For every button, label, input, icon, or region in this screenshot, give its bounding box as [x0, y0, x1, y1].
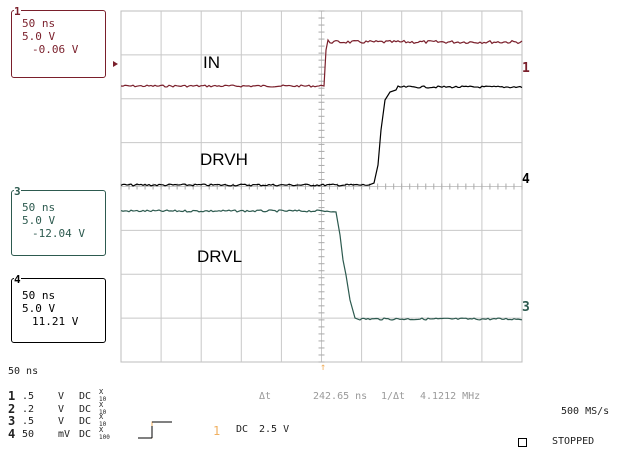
channel-row-unit: V: [58, 416, 65, 427]
trigger-level-arrow-icon[interactable]: [113, 61, 118, 67]
ch3-volts-per-div: 5.0 V: [22, 214, 56, 227]
channel-row-number: 1: [8, 389, 16, 403]
channel-row-number: 3: [8, 414, 16, 428]
ch4-volts-per-div: 5.0 V: [22, 302, 56, 315]
channel-row-coupling: DC: [79, 416, 92, 427]
channel-row-probe-x: X: [99, 388, 104, 396]
delta-t-value: 242.65 ns: [313, 391, 368, 402]
trace-ch1-in: [120, 38, 523, 88]
ch1-box-number: 1: [14, 5, 21, 18]
ch1-volts-per-div: 5.0 V: [22, 30, 56, 43]
sample-rate: 500 MS/s: [561, 406, 610, 417]
ch4-box-number: 4: [14, 273, 21, 286]
trigger-level: 2.5 V: [259, 424, 290, 435]
delta-t-label: Δt: [259, 391, 272, 402]
channel-row-probe-factor: 10: [99, 421, 107, 428]
freq-label: 1/Δt: [381, 391, 406, 402]
channel-row-unit: mV: [58, 429, 71, 440]
trigger-channel: 1: [213, 424, 221, 438]
channel-row-unit: V: [58, 391, 65, 402]
channel-row-volts: 50: [22, 429, 35, 440]
channel-row-probe-x: X: [99, 413, 104, 421]
trace-ch4-drvh: [120, 85, 523, 187]
acquisition-status-icon: [518, 438, 527, 447]
channel-row-number: 2: [8, 402, 16, 416]
channel-row-probe-factor: 10: [99, 396, 107, 403]
trace-label-drvl: DRVL: [197, 247, 243, 266]
graticule-grid: [120, 10, 523, 363]
ch3-box-number: 3: [14, 185, 21, 198]
channel-row-coupling: DC: [79, 429, 92, 440]
ch3-info-box[interactable]: 3 50 ns 5.0 V -12.04 V: [11, 185, 106, 256]
ch1-timebase: 50 ns: [22, 17, 56, 30]
channel-row-number: 4: [8, 427, 16, 441]
channel-row-volts: .2: [22, 404, 35, 415]
channel-row-probe-x: X: [99, 426, 104, 434]
channel-row-probe-factor: 100: [99, 434, 110, 441]
trace-label-in: IN: [203, 53, 220, 72]
trace-ch3-drvl: [120, 209, 523, 321]
waveform-traces: [120, 38, 523, 321]
acquisition-status: STOPPED: [552, 436, 595, 447]
ch3-timebase: 50 ns: [22, 201, 56, 214]
channel-row-volts: .5: [22, 391, 35, 402]
timebase-readout: 50 ns: [8, 366, 39, 377]
ch4-right-marker: 4: [522, 172, 530, 187]
channel-row-coupling: DC: [79, 391, 92, 402]
ch3-offset: -12.04 V: [32, 227, 85, 240]
ch4-info-box[interactable]: 4 50 ns 5.0 V 11.21 V: [11, 273, 106, 343]
ch1-info-box[interactable]: 1 50 ns 5.0 V -0.06 V: [11, 5, 106, 78]
channel-row-probe-x: X: [99, 401, 104, 409]
trigger-coupling: DC: [236, 424, 249, 435]
channel-row-unit: V: [58, 404, 65, 415]
channel-row-probe-factor: 10: [99, 409, 107, 416]
trace-label-drvh: DRVH: [200, 150, 248, 169]
ch4-timebase: 50 ns: [22, 289, 56, 302]
ch4-offset: 11.21 V: [32, 315, 79, 328]
channel-row-volts: .5: [22, 416, 35, 427]
trigger-edge-icon: [138, 421, 172, 439]
ch1-offset: -0.06 V: [32, 43, 79, 56]
trigger-position-arrow-icon[interactable]: ↑: [320, 362, 326, 373]
freq-value: 4.1212 MHz: [420, 391, 481, 402]
ch3-right-marker: 3: [522, 300, 530, 315]
channel-row-coupling: DC: [79, 404, 92, 415]
ch1-right-marker: 1: [522, 61, 530, 76]
